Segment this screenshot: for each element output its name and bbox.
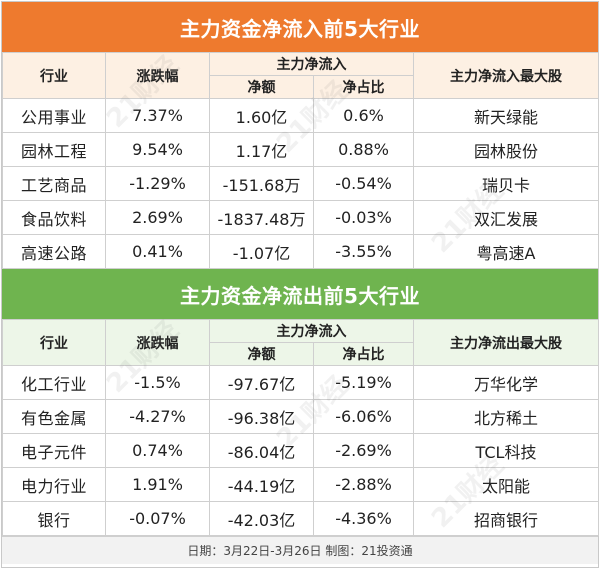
net-ratio-cell: 0.88%	[313, 132, 414, 167]
net-ratio-cell: -0.54%	[313, 166, 414, 201]
table-row: 园林工程 9.54% 1.17亿 0.88% 园林股份	[2, 132, 599, 167]
industry-cell: 化工行业	[2, 365, 106, 400]
net-ratio-cell: -4.36%	[313, 501, 414, 536]
change-cell: -1.5%	[105, 365, 210, 400]
industry-cell: 工艺商品	[2, 166, 106, 201]
industry-cell: 电力行业	[2, 467, 106, 502]
col-header-net-ratio: 净占比	[313, 75, 414, 99]
change-cell: 0.41%	[105, 234, 210, 269]
top-stock-cell: 北方稀土	[413, 399, 599, 434]
industry-cell: 银行	[2, 501, 106, 536]
table-row: 电子元件 0.74% -86.04亿 -2.69% TCL科技	[2, 433, 599, 468]
table-row: 高速公路 0.41% -1.07亿 -3.55% 粤高速A	[2, 234, 599, 269]
col-header-main-flow: 主力净流入	[209, 52, 414, 76]
col-header-change: 涨跌幅	[105, 52, 210, 99]
inflow-title: 主力资金净流入前5大行业	[2, 2, 598, 52]
net-amount-cell: -1.07亿	[209, 234, 314, 269]
top-stock-cell: 招商银行	[413, 501, 599, 536]
table-row: 工艺商品 -1.29% -151.68万 -0.54% 瑞贝卡	[2, 166, 599, 201]
top-stock-cell: 万华化学	[413, 365, 599, 400]
col-header-top-stock: 主力净流出最大股	[413, 319, 599, 366]
net-ratio-cell: -0.03%	[313, 200, 414, 235]
col-header-net-amount: 净额	[209, 342, 314, 366]
industry-cell: 园林工程	[2, 132, 106, 167]
net-amount-cell: -97.67亿	[209, 365, 314, 400]
net-ratio-cell: -5.19%	[313, 365, 414, 400]
net-ratio-cell: -2.88%	[313, 467, 414, 502]
top-stock-cell: TCL科技	[413, 433, 599, 468]
change-cell: -1.29%	[105, 166, 210, 201]
footer-caption: 日期：3月22日-3月26日 制图：21投资通	[2, 536, 598, 564]
table-row: 有色金属 -4.27% -96.38亿 -6.06% 北方稀土	[2, 399, 599, 434]
outflow-title: 主力资金净流出前5大行业	[2, 269, 598, 319]
col-header-net-ratio: 净占比	[313, 342, 414, 366]
industry-cell: 公用事业	[2, 98, 106, 133]
net-amount-cell: -44.19亿	[209, 467, 314, 502]
top-stock-cell: 粤高速A	[413, 234, 599, 269]
col-header-net-amount: 净额	[209, 75, 314, 99]
net-amount-cell: -86.04亿	[209, 433, 314, 468]
net-ratio-cell: -3.55%	[313, 234, 414, 269]
net-ratio-cell: 0.6%	[313, 98, 414, 133]
industry-cell: 电子元件	[2, 433, 106, 468]
col-header-industry: 行业	[2, 319, 106, 366]
change-cell: 7.37%	[105, 98, 210, 133]
net-amount-cell: -42.03亿	[209, 501, 314, 536]
net-amount-cell: -1837.48万	[209, 200, 314, 235]
net-ratio-cell: -2.69%	[313, 433, 414, 468]
change-cell: 0.74%	[105, 433, 210, 468]
industry-cell: 有色金属	[2, 399, 106, 434]
net-amount-cell: -96.38亿	[209, 399, 314, 434]
change-cell: -4.27%	[105, 399, 210, 434]
top-stock-cell: 新天绿能	[413, 98, 599, 133]
table-row: 公用事业 7.37% 1.60亿 0.6% 新天绿能	[2, 98, 599, 133]
col-header-top-stock: 主力净流入最大股	[413, 52, 599, 99]
top-stock-cell: 瑞贝卡	[413, 166, 599, 201]
change-cell: 2.69%	[105, 200, 210, 235]
outflow-table: 行业 涨跌幅 主力净流入 主力净流出最大股 净额 净占比 化工行业 -1.5% …	[2, 319, 599, 536]
table-row: 银行 -0.07% -42.03亿 -4.36% 招商银行	[2, 501, 599, 536]
top-stock-cell: 园林股份	[413, 132, 599, 167]
change-cell: -0.07%	[105, 501, 210, 536]
change-cell: 9.54%	[105, 132, 210, 167]
industry-cell: 食品饮料	[2, 200, 106, 235]
net-amount-cell: 1.17亿	[209, 132, 314, 167]
table-row: 化工行业 -1.5% -97.67亿 -5.19% 万华化学	[2, 365, 599, 400]
net-ratio-cell: -6.06%	[313, 399, 414, 434]
col-header-main-flow: 主力净流入	[209, 319, 414, 343]
table-row: 食品饮料 2.69% -1837.48万 -0.03% 双汇发展	[2, 200, 599, 235]
col-header-change: 涨跌幅	[105, 319, 210, 366]
col-header-industry: 行业	[2, 52, 106, 99]
top-stock-cell: 双汇发展	[413, 200, 599, 235]
net-amount-cell: -151.68万	[209, 166, 314, 201]
inflow-table: 行业 涨跌幅 主力净流入 主力净流入最大股 净额 净占比 公用事业 7.37% …	[2, 52, 599, 269]
industry-cell: 高速公路	[2, 234, 106, 269]
table-row: 电力行业 1.91% -44.19亿 -2.88% 太阳能	[2, 467, 599, 502]
change-cell: 1.91%	[105, 467, 210, 502]
top-stock-cell: 太阳能	[413, 467, 599, 502]
net-amount-cell: 1.60亿	[209, 98, 314, 133]
